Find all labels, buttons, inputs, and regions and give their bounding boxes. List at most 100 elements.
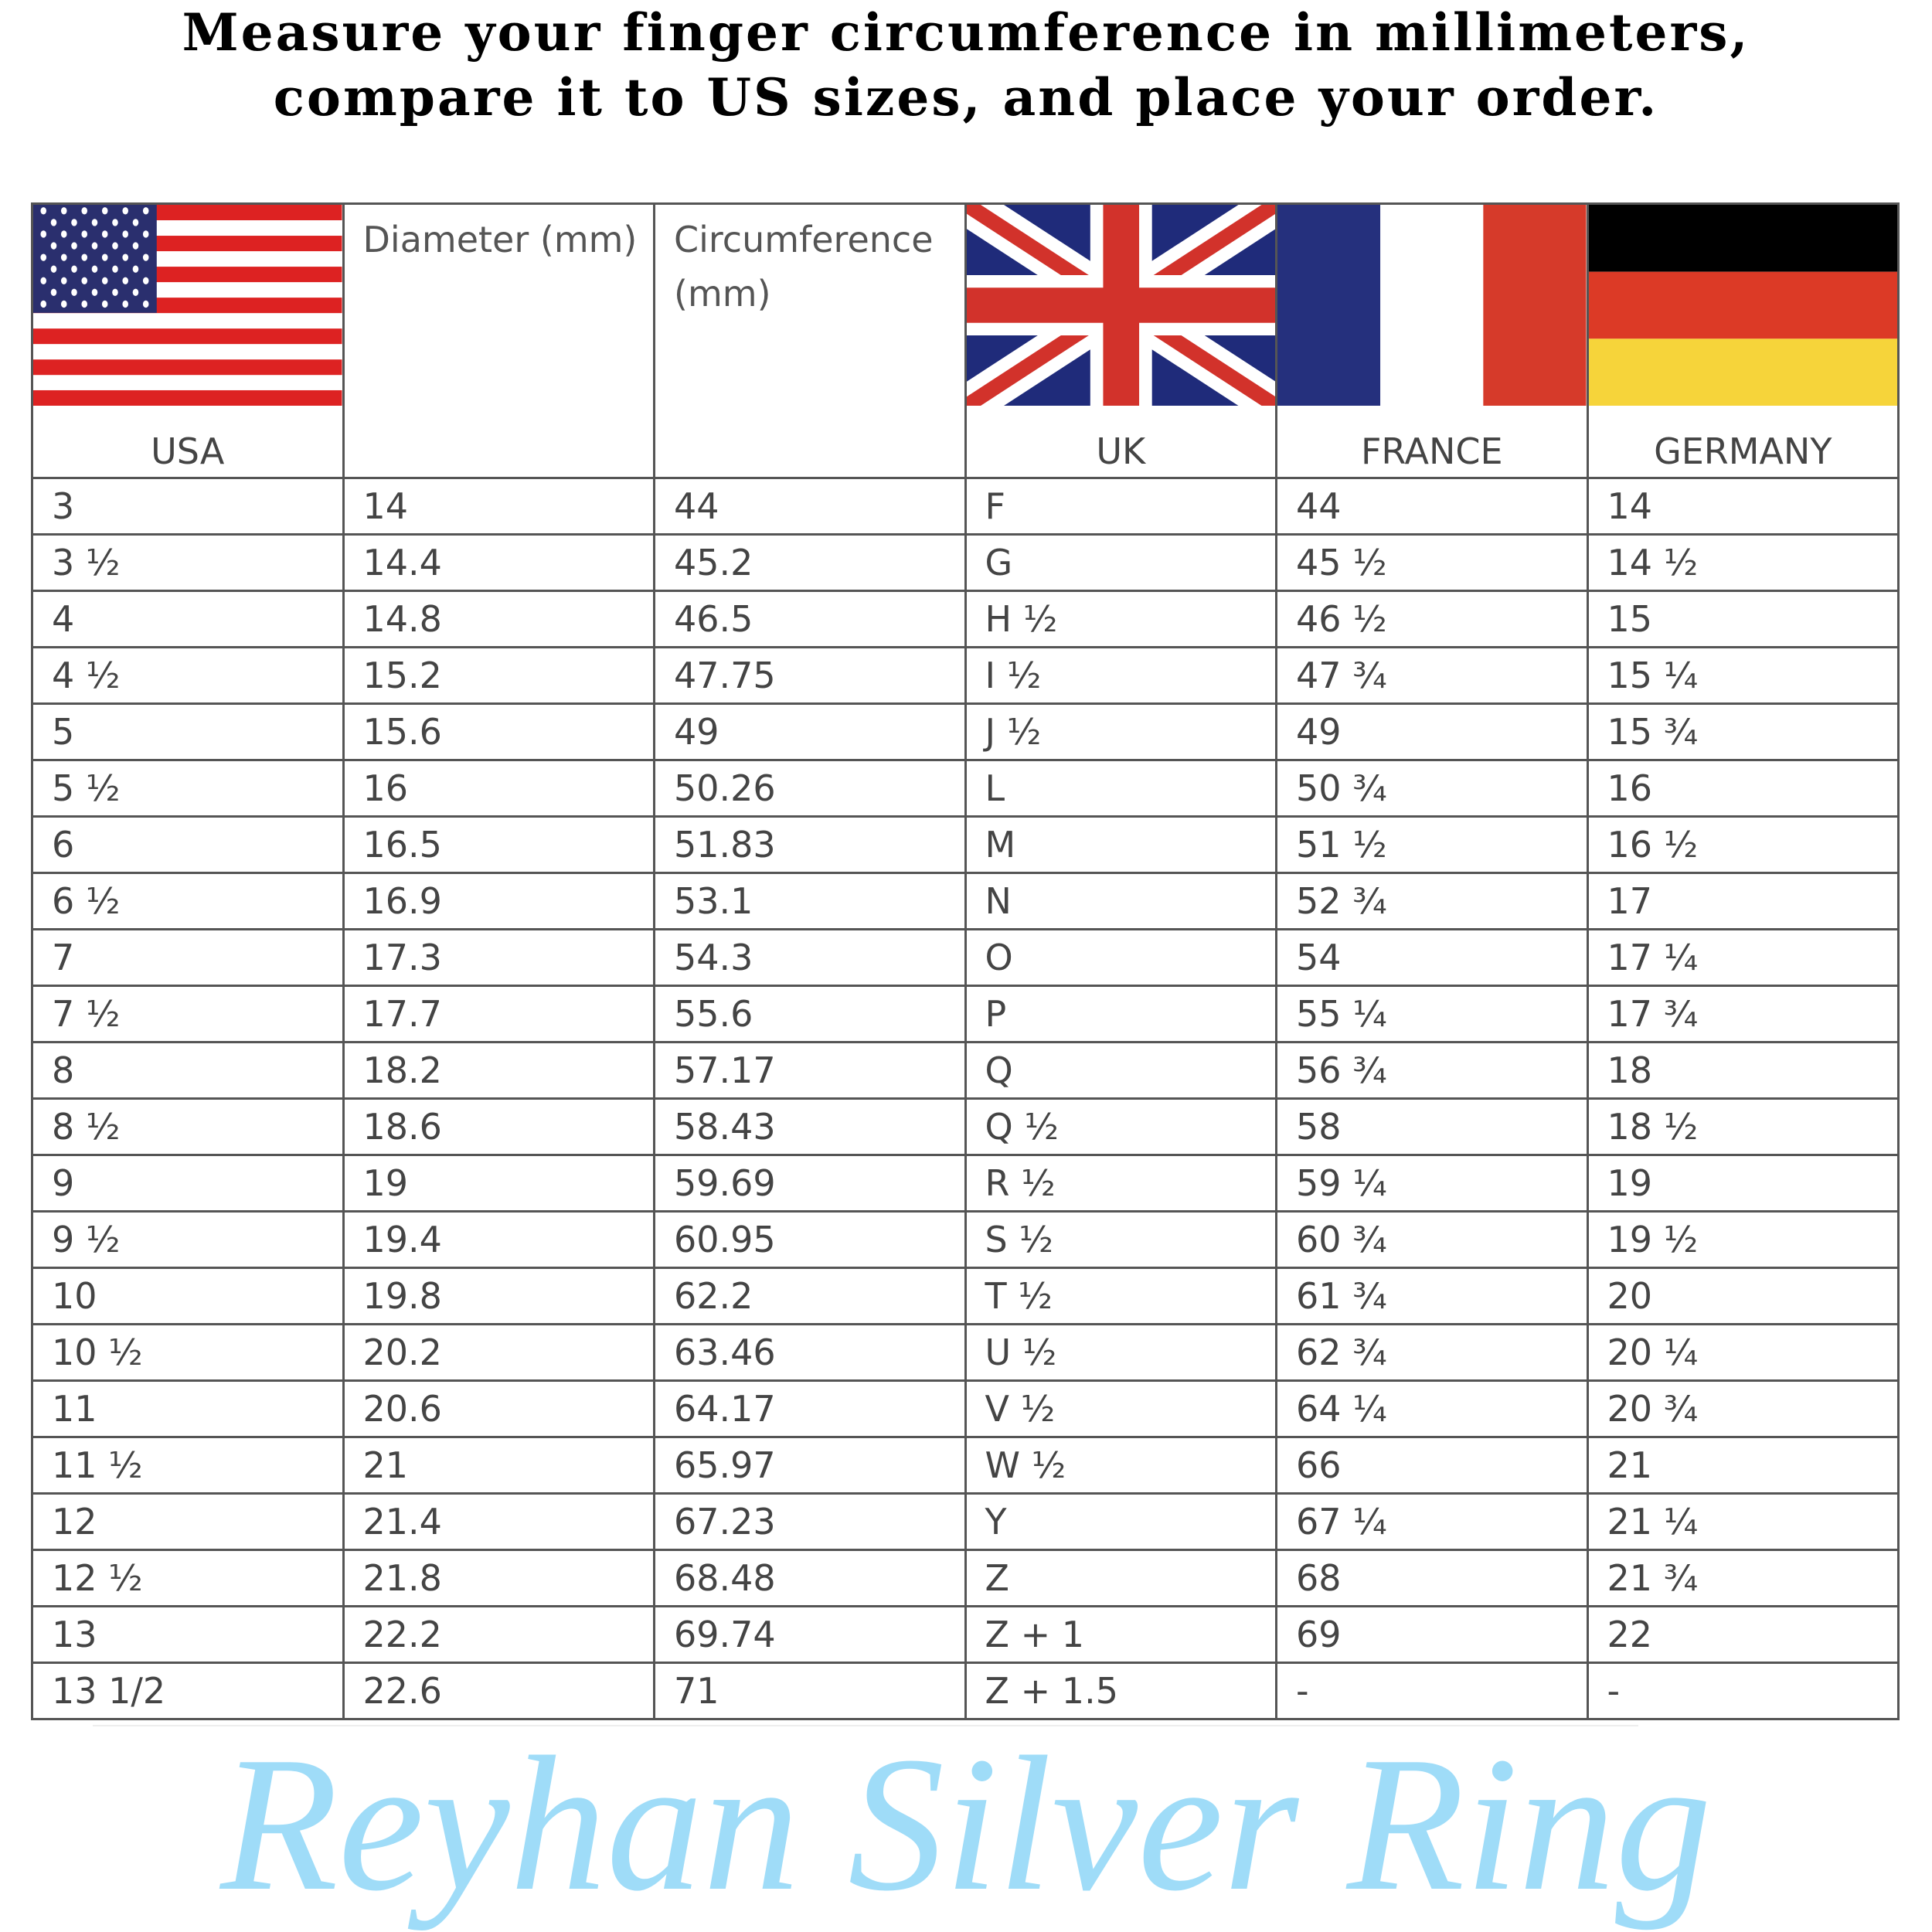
table-cell: 58.43 — [653, 1097, 967, 1156]
header-row: USA Diameter (mm) Circumference (mm) UK … — [31, 202, 1900, 479]
header-circumference: Circumference (mm) — [653, 202, 967, 479]
table-cell: - — [1275, 1662, 1589, 1720]
table-cell: H ½ — [964, 590, 1277, 648]
table-cell: 18.6 — [342, 1097, 655, 1156]
table-cell: Z + 1 — [964, 1605, 1277, 1664]
table-row: 4 ½ 15.2 47.75 I ½ 47 ¾ 15 ¼ — [31, 646, 1900, 705]
table-cell: 50.26 — [653, 759, 967, 818]
table-cell: 62 ¾ — [1275, 1323, 1589, 1382]
table-cell: 11 ½ — [31, 1436, 345, 1495]
table-cell: 19 ½ — [1586, 1210, 1900, 1269]
table-cell: 50 ¾ — [1275, 759, 1589, 818]
table-row: 5 ½ 16 50.26 L 50 ¾ 16 — [31, 759, 1900, 818]
table-cell: 51 ½ — [1275, 815, 1589, 874]
table-cell: V ½ — [964, 1379, 1277, 1438]
table-cell: 60.95 — [653, 1210, 967, 1269]
table-cell: 21 — [1586, 1436, 1900, 1495]
table-cell: 54 — [1275, 928, 1589, 987]
table-cell: 6 — [31, 815, 345, 874]
table-cell: 68.48 — [653, 1549, 967, 1607]
table-cell: 69.74 — [653, 1605, 967, 1664]
france-flag-icon — [1277, 205, 1587, 406]
table-cell: 14.4 — [342, 533, 655, 592]
table-cell: 19 — [342, 1154, 655, 1213]
table-cell: 68 — [1275, 1549, 1589, 1607]
table-cell: 12 — [31, 1492, 345, 1551]
table-row: 11 20.6 64.17 V ½ 64 ¼ 20 ¾ — [31, 1379, 1900, 1438]
table-cell: 3 — [31, 477, 345, 536]
table-cell: 7 ½ — [31, 985, 345, 1043]
table-cell: 17 ¼ — [1586, 928, 1900, 987]
table-cell: 13 1/2 — [31, 1662, 345, 1720]
table-row: 12 ½ 21.8 68.48 Z 68 21 ¾ — [31, 1549, 1900, 1607]
table-cell: 65.97 — [653, 1436, 967, 1495]
table-cell: 13 — [31, 1605, 345, 1664]
table-row: 9 19 59.69 R ½ 59 ¼ 19 — [31, 1154, 1900, 1213]
table-cell: 4 ½ — [31, 646, 345, 705]
table-row: 13 1/2 22.6 71 Z + 1.5- - — [31, 1662, 1900, 1720]
header-france: FRANCE — [1275, 202, 1589, 479]
table-cell: 44 — [1275, 477, 1589, 536]
table-cell: 57.17 — [653, 1041, 967, 1100]
table-cell: 5 — [31, 702, 345, 761]
header-uk: UK — [964, 202, 1277, 479]
table-cell: 3 ½ — [31, 533, 345, 592]
table-cell: W ½ — [964, 1436, 1277, 1495]
table-cell: 21.4 — [342, 1492, 655, 1551]
table-cell: 16.9 — [342, 872, 655, 930]
table-cell: 16 — [1586, 759, 1900, 818]
header-label: Diameter (mm) — [362, 219, 638, 260]
table-cell: 19.8 — [342, 1267, 655, 1325]
table-row: 8 ½ 18.6 58.43 Q ½ 58 18 ½ — [31, 1097, 1900, 1156]
header-label: GERMANY — [1654, 430, 1832, 472]
table-row: 6 ½ 16.9 53.1 N 52 ¾ 17 — [31, 872, 1900, 930]
table-cell: 55.6 — [653, 985, 967, 1043]
table-cell: R ½ — [964, 1154, 1277, 1213]
table-cell: L — [964, 759, 1277, 818]
table-row: 7 ½ 17.7 55.6 P 55 ¼ 17 ¾ — [31, 985, 1900, 1043]
table-cell: Z — [964, 1549, 1277, 1607]
table-cell: 4 — [31, 590, 345, 648]
table-row: 4 14.8 46.5 H ½ 46 ½ 15 — [31, 590, 1900, 648]
table-cell: 17 ¾ — [1586, 985, 1900, 1043]
table-cell: 67.23 — [653, 1492, 967, 1551]
header-usa: USA — [31, 202, 345, 479]
table-cell: 8 ½ — [31, 1097, 345, 1156]
table-cell: 47.75 — [653, 646, 967, 705]
table-cell: I ½ — [964, 646, 1277, 705]
table-cell: 20 ¼ — [1586, 1323, 1900, 1382]
table-cell: 20.6 — [342, 1379, 655, 1438]
table-cell: 60 ¾ — [1275, 1210, 1589, 1269]
table-cell: 45 ½ — [1275, 533, 1589, 592]
table-cell: Q ½ — [964, 1097, 1277, 1156]
table-cell: 17.7 — [342, 985, 655, 1043]
table-cell: 21 ¼ — [1586, 1492, 1900, 1551]
germany-flag-icon — [1588, 205, 1897, 406]
table-cell: 22.2 — [342, 1605, 655, 1664]
table-cell: 71 — [653, 1662, 967, 1720]
table-cell: 47 ¾ — [1275, 646, 1589, 705]
table-cell: 55 ¼ — [1275, 985, 1589, 1043]
table-cell: 51.83 — [653, 815, 967, 874]
table-cell: N — [964, 872, 1277, 930]
header-label: FRANCE — [1360, 430, 1503, 472]
table-cell: 8 — [31, 1041, 345, 1100]
table-cell: 20 — [1586, 1267, 1900, 1325]
table-cell: 22 — [1586, 1605, 1900, 1664]
table-cell: 14.8 — [342, 590, 655, 648]
table-row: 5 15.6 49 J ½ 49 15 ¾ — [31, 702, 1900, 761]
table-cell: Q — [964, 1041, 1277, 1100]
table-row: 6 16.5 51.83 M 51 ½ 16 ½ — [31, 815, 1900, 874]
table-cell: 9 ½ — [31, 1210, 345, 1269]
table-row: 8 18.2 57.17 Q 56 ¾ 18 — [31, 1041, 1900, 1100]
table-cell: 53.1 — [653, 872, 967, 930]
page-title: Measure your finger circumference in mil… — [182, 2, 1750, 128]
table-row: 7 17.3 54.3 O 54 17 ¼ — [31, 928, 1900, 987]
table-cell: 17 — [1586, 872, 1900, 930]
table-cell: 49 — [653, 702, 967, 761]
header-label: Circumference (mm) — [674, 219, 934, 315]
table-cell: S ½ — [964, 1210, 1277, 1269]
table-cell: 6 ½ — [31, 872, 345, 930]
table-cell: 21.8 — [342, 1549, 655, 1607]
table-cell: 10 — [31, 1267, 345, 1325]
